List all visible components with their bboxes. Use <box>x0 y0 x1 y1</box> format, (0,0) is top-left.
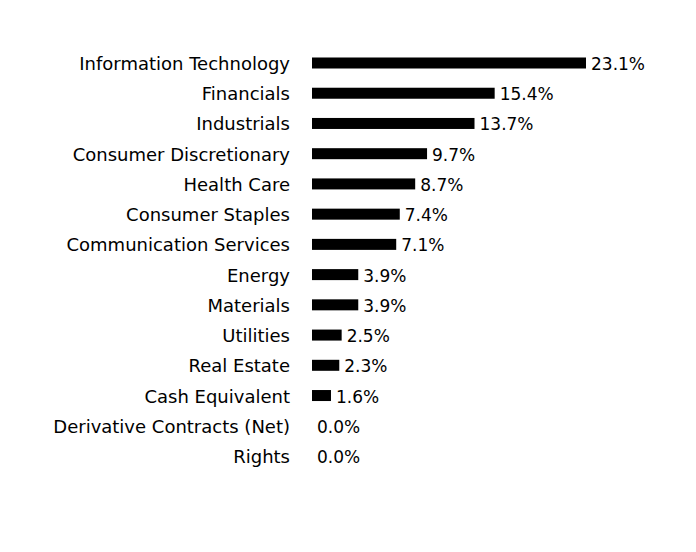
data-label: 23.1% <box>591 54 645 74</box>
category-label: Consumer Staples <box>126 204 290 225</box>
bar <box>312 58 586 69</box>
category-label: Utilities <box>222 325 290 346</box>
chart-container: Information Technology 23.1% Financials 15.… <box>0 0 696 552</box>
category-label: Rights <box>233 446 290 467</box>
bar <box>312 360 339 371</box>
bar <box>312 88 495 99</box>
category-label: Derivative Contracts (Net) <box>53 416 290 437</box>
category-label: Communication Services <box>67 234 291 255</box>
data-label: 7.1% <box>401 235 444 255</box>
data-label: 13.7% <box>480 114 534 134</box>
bar <box>312 390 331 401</box>
bars <box>312 58 586 402</box>
data-label: 8.7% <box>420 175 463 195</box>
data-label: 7.4% <box>405 205 448 225</box>
chart-svg: Information Technology 23.1% Financials 15.… <box>0 0 696 552</box>
category-label: Financials <box>202 83 290 104</box>
bar <box>312 148 427 159</box>
data-label: 2.3% <box>344 356 387 376</box>
category-label: Information Technology <box>79 53 290 74</box>
bar <box>312 239 396 250</box>
data-label: 0.0% <box>317 447 360 467</box>
bar <box>312 269 358 280</box>
data-label: 15.4% <box>500 84 554 104</box>
data-label: 9.7% <box>432 145 475 165</box>
bar <box>312 299 358 310</box>
bar <box>312 209 400 220</box>
data-label: 3.9% <box>363 296 406 316</box>
category-label: Real Estate <box>189 355 291 376</box>
bar <box>312 118 475 129</box>
data-label: 2.5% <box>347 326 390 346</box>
category-label: Industrials <box>196 113 290 134</box>
data-label: 1.6% <box>336 387 379 407</box>
bar <box>312 178 415 189</box>
category-label: Energy <box>227 265 290 286</box>
bar <box>312 330 342 341</box>
bar <box>312 420 313 431</box>
category-label: Consumer Discretionary <box>73 144 291 165</box>
data-label: 0.0% <box>317 417 360 437</box>
data-label: 3.9% <box>363 266 406 286</box>
category-label: Health Care <box>183 174 290 195</box>
bar <box>312 450 313 461</box>
category-label: Cash Equivalent <box>144 386 290 407</box>
labels: Information Technology 23.1% Financials 15.… <box>53 53 645 467</box>
category-label: Materials <box>207 295 290 316</box>
